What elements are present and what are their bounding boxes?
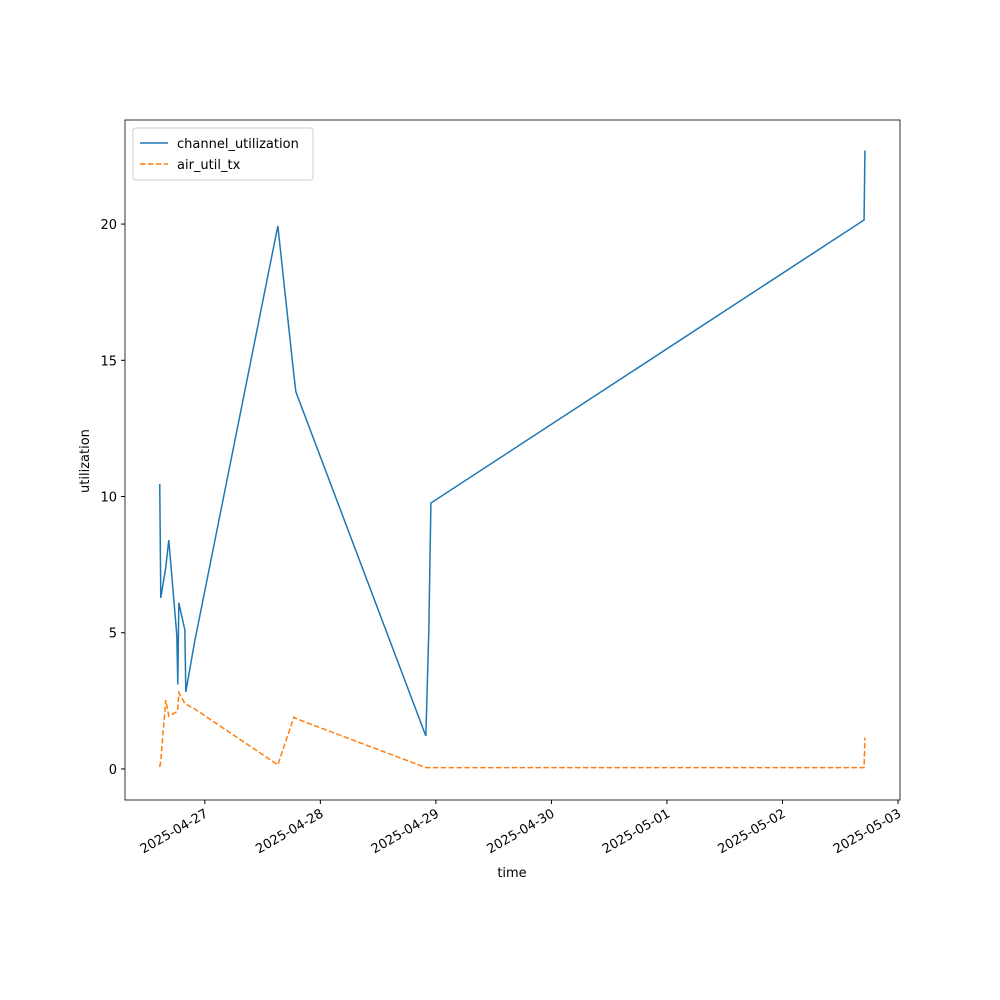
y-tick-label: 5 bbox=[109, 627, 117, 642]
y-tick-label: 10 bbox=[100, 491, 117, 506]
legend-label: channel_utilization bbox=[177, 137, 299, 152]
y-tick-label: 15 bbox=[100, 354, 117, 369]
plot-frame bbox=[124, 119, 901, 801]
legend-label: air_util_tx bbox=[177, 158, 241, 173]
x-tick-label: 2025-04-29 bbox=[369, 806, 442, 857]
x-tick-label: 2025-04-28 bbox=[253, 806, 326, 857]
series-line bbox=[158, 150, 866, 737]
x-tick-label: 2025-04-30 bbox=[484, 806, 557, 857]
x-tick-label: 2025-05-02 bbox=[716, 806, 789, 857]
legend-box bbox=[132, 127, 314, 181]
y-axis-label: utilization bbox=[78, 429, 93, 493]
x-tick-label: 2025-04-27 bbox=[138, 806, 211, 857]
series-line bbox=[159, 690, 866, 769]
y-tick-label: 0 bbox=[109, 763, 117, 778]
x-tick-label: 2025-05-03 bbox=[831, 806, 904, 857]
y-tick-label: 20 bbox=[100, 218, 117, 233]
x-axis-label: time bbox=[497, 866, 526, 881]
x-tick-label: 2025-05-01 bbox=[600, 806, 673, 857]
